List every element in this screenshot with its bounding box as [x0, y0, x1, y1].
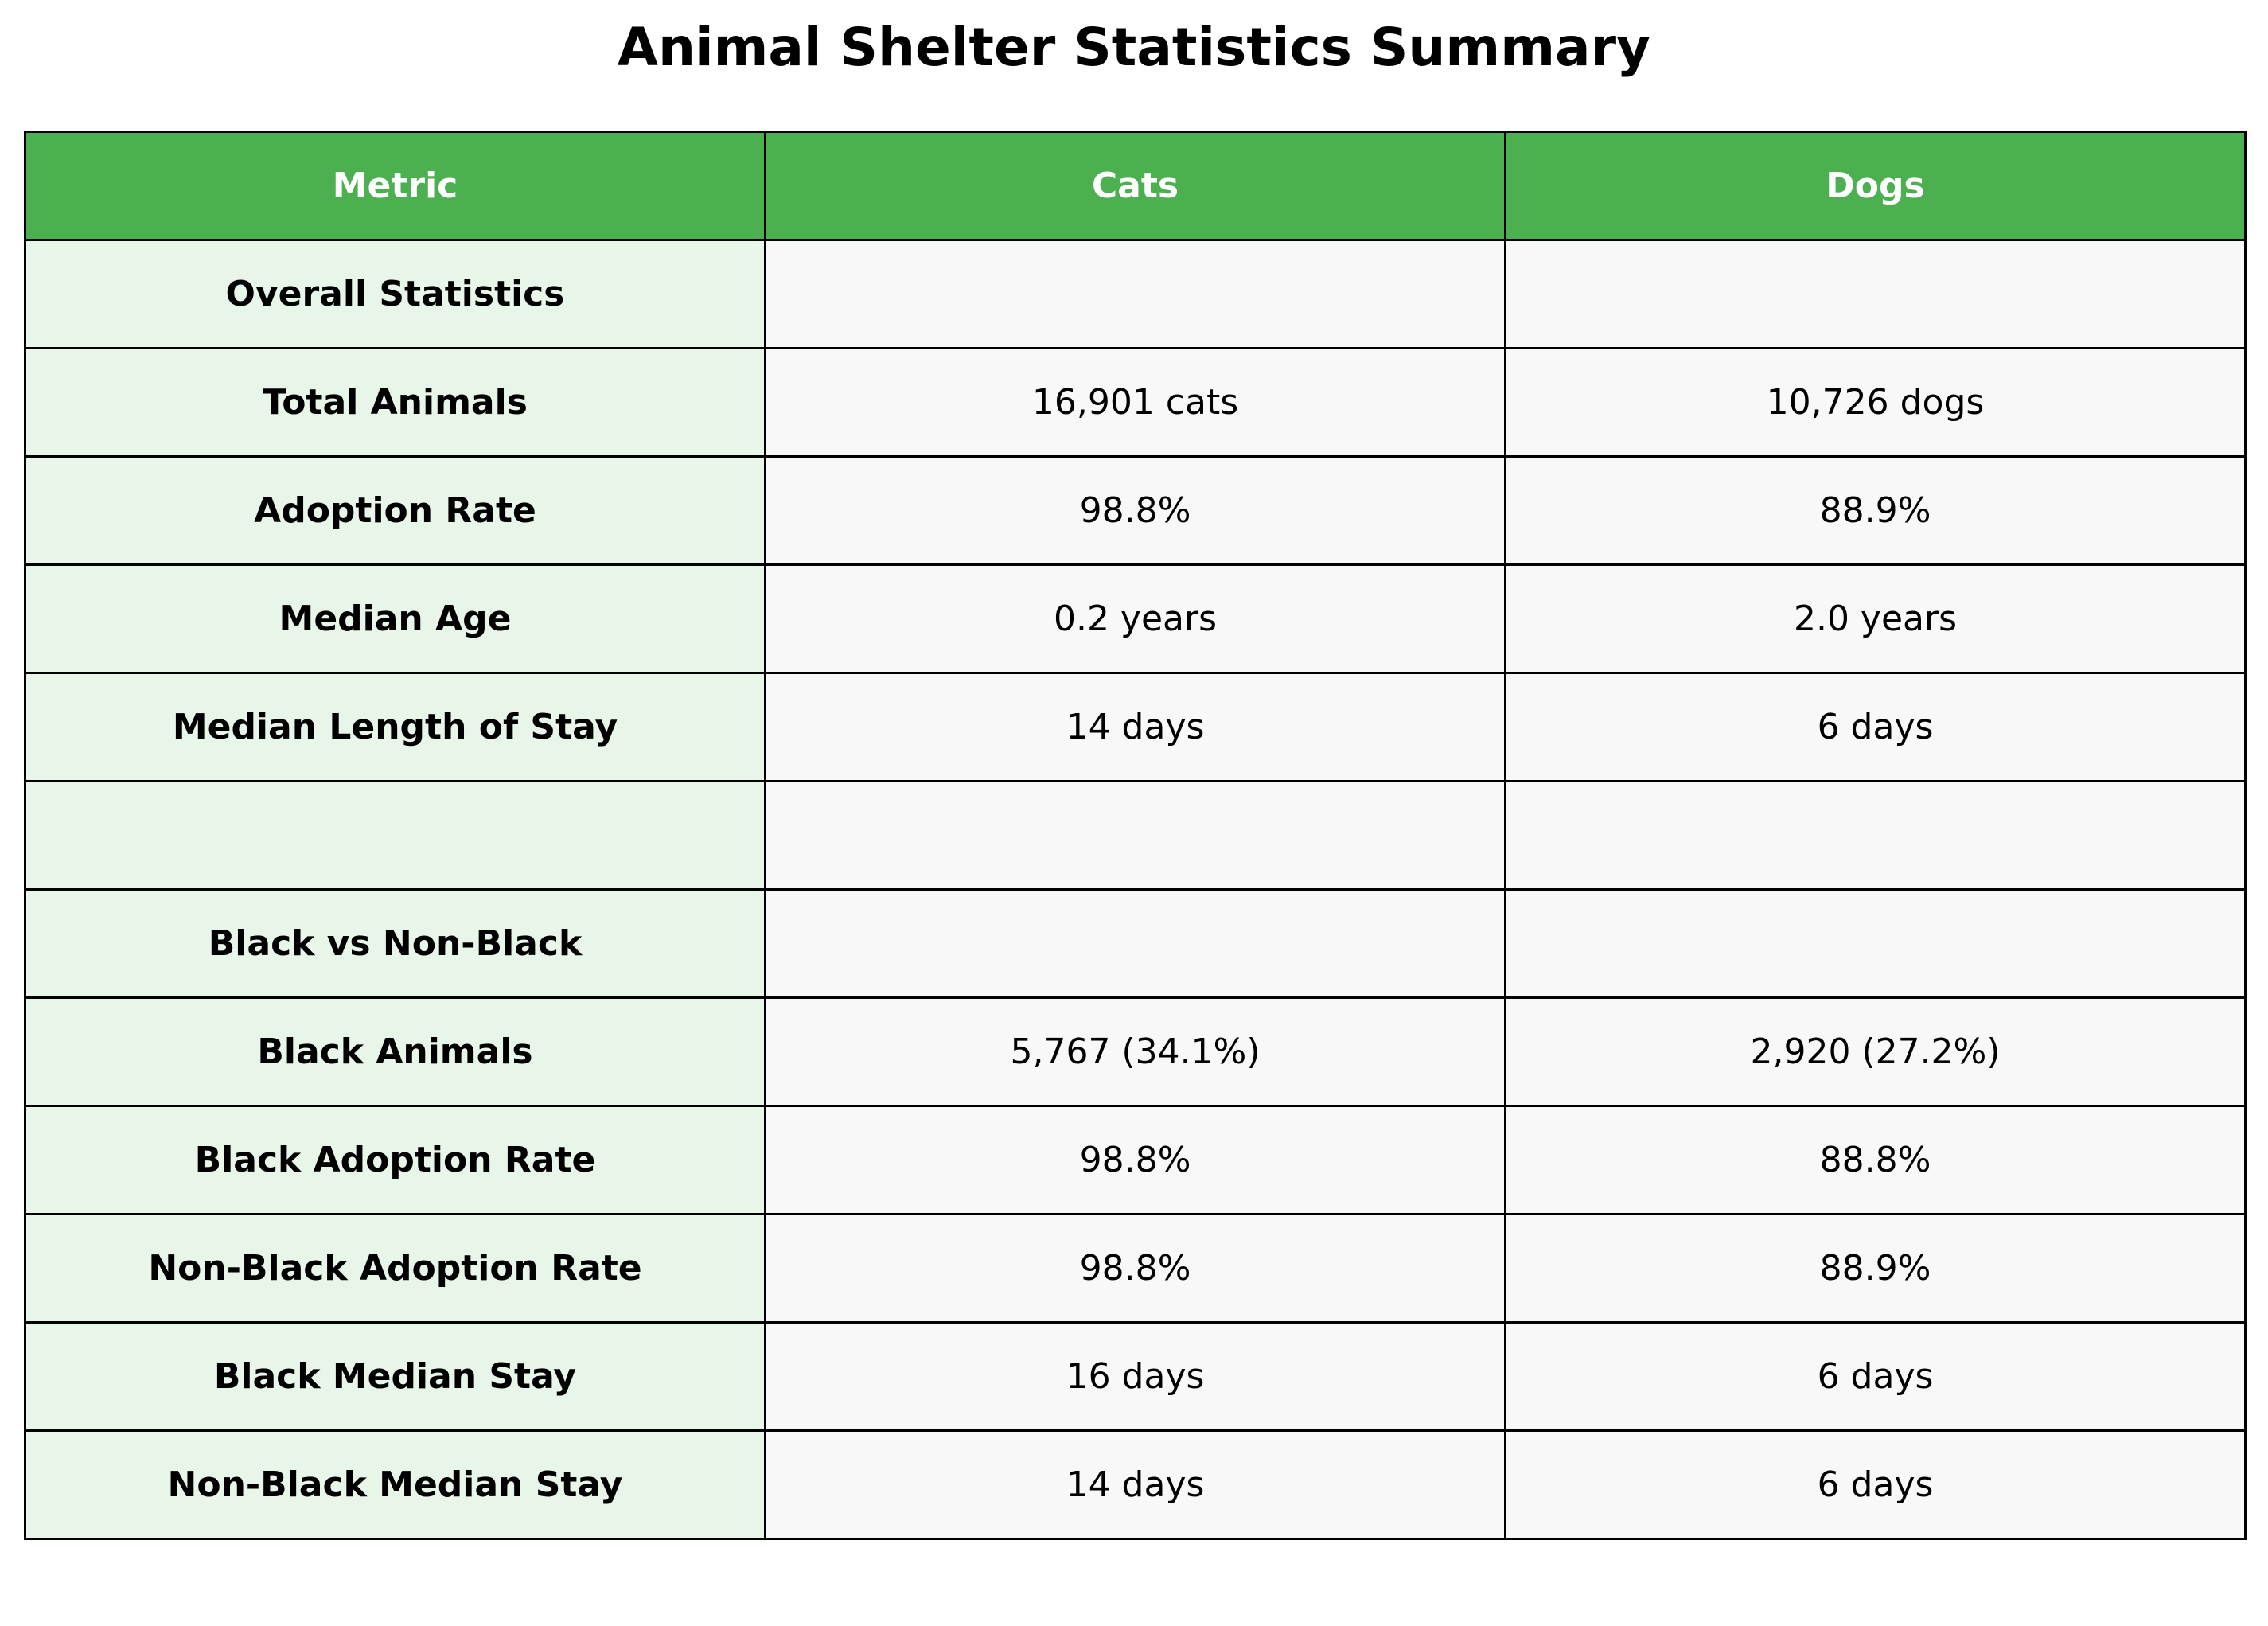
table-row: Black Median Stay 16 days 6 days	[24, 1321, 2247, 1432]
table-body: Overall Statistics Total Animals 16,901 ca…	[24, 239, 2247, 1540]
table-cell-dogs: 6 days	[1504, 672, 2247, 782]
table-row: Black Adoption Rate 98.8% 88.8%	[24, 1105, 2247, 1215]
table-cell-cats	[764, 780, 1506, 891]
table-row: Median Length of Stay 14 days 6 days	[24, 672, 2247, 782]
table-cell-metric: Adoption Rate	[24, 455, 766, 566]
table-cell-dogs: 10,726 dogs	[1504, 347, 2247, 458]
table-cell-metric: Black Animals	[24, 996, 766, 1107]
table-row: Overall Statistics	[24, 239, 2247, 349]
table-cell-metric: Black Median Stay	[24, 1321, 766, 1432]
statistics-table: Metric Cats Dogs Overall Statistics Total…	[24, 131, 2247, 1540]
table-cell-dogs	[1504, 780, 2247, 891]
table-cell-metric: Black vs Non-Black	[24, 888, 766, 999]
table-cell-dogs	[1504, 239, 2247, 349]
table-cell-metric: Overall Statistics	[24, 239, 766, 349]
table-cell-cats: 0.2 years	[764, 563, 1506, 674]
table-cell-cats: 14 days	[764, 672, 1506, 782]
table-cell-dogs: 2,920 (27.2%)	[1504, 996, 2247, 1107]
table-cell-dogs: 88.9%	[1504, 1213, 2247, 1324]
table-cell-dogs	[1504, 888, 2247, 999]
table-cell-metric: Black Adoption Rate	[24, 1105, 766, 1215]
table-cell-cats: 5,767 (34.1%)	[764, 996, 1506, 1107]
header-row: Metric Cats Dogs	[24, 131, 2247, 241]
table-row: Black vs Non-Black	[24, 888, 2247, 999]
table-cell-cats	[764, 239, 1506, 349]
table-cell-metric: Median Age	[24, 563, 766, 674]
table-cell-metric: Non-Black Adoption Rate	[24, 1213, 766, 1324]
table-cell-cats: 98.8%	[764, 455, 1506, 566]
table-cell-metric	[24, 780, 766, 891]
table-row: Total Animals 16,901 cats 10,726 dogs	[24, 347, 2247, 458]
table-row: Median Age 0.2 years 2.0 years	[24, 563, 2247, 674]
table-cell-dogs: 88.8%	[1504, 1105, 2247, 1215]
table-cell-cats	[764, 888, 1506, 999]
table-cell-metric: Total Animals	[24, 347, 766, 458]
header-cell-metric: Metric	[24, 131, 766, 241]
table-cell-dogs: 6 days	[1504, 1321, 2247, 1432]
header-cell-cats: Cats	[764, 131, 1506, 241]
table-row: Black Animals 5,767 (34.1%) 2,920 (27.2%)	[24, 996, 2247, 1107]
table-cell-cats: 14 days	[764, 1429, 1506, 1540]
table-cell-cats: 16 days	[764, 1321, 1506, 1432]
table-cell-metric: Non-Black Median Stay	[24, 1429, 766, 1540]
table-cell-dogs: 6 days	[1504, 1429, 2247, 1540]
table-row: Non-Black Adoption Rate 98.8% 88.9%	[24, 1213, 2247, 1324]
table-cell-cats: 98.8%	[764, 1105, 1506, 1215]
header-cell-dogs: Dogs	[1504, 131, 2247, 241]
table-row: Adoption Rate 98.8% 88.9%	[24, 455, 2247, 566]
table-cell-dogs: 2.0 years	[1504, 563, 2247, 674]
table-cell-metric: Median Length of Stay	[24, 672, 766, 782]
table-row	[24, 780, 2247, 891]
table-row: Non-Black Median Stay 14 days 6 days	[24, 1429, 2247, 1540]
table-cell-cats: 16,901 cats	[764, 347, 1506, 458]
chart-title: Animal Shelter Statistics Summary	[617, 17, 1651, 78]
table-cell-cats: 98.8%	[764, 1213, 1506, 1324]
table-cell-dogs: 88.9%	[1504, 455, 2247, 566]
